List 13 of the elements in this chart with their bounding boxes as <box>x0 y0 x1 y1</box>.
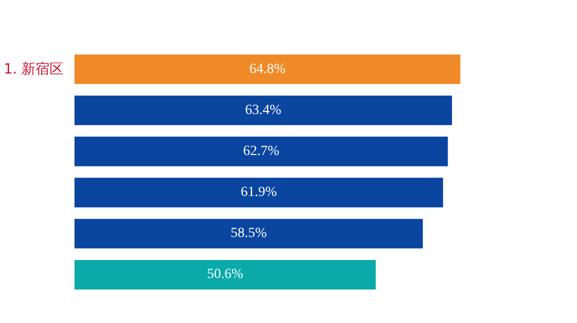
data-label: 63.4% <box>245 102 282 118</box>
data-label: 50.6% <box>207 267 244 282</box>
bar <box>74 136 448 166</box>
bar <box>74 54 460 84</box>
bar <box>74 178 444 208</box>
data-label: 62.7% <box>243 144 280 159</box>
bar <box>74 96 452 126</box>
data-label: 64.8% <box>249 62 286 77</box>
data-label: 61.9% <box>240 185 278 200</box>
bar <box>74 218 423 248</box>
bar <box>74 260 376 290</box>
data-label: 58.5% <box>230 226 268 242</box>
y-tick-label: 1. 新宿区 <box>4 61 64 78</box>
